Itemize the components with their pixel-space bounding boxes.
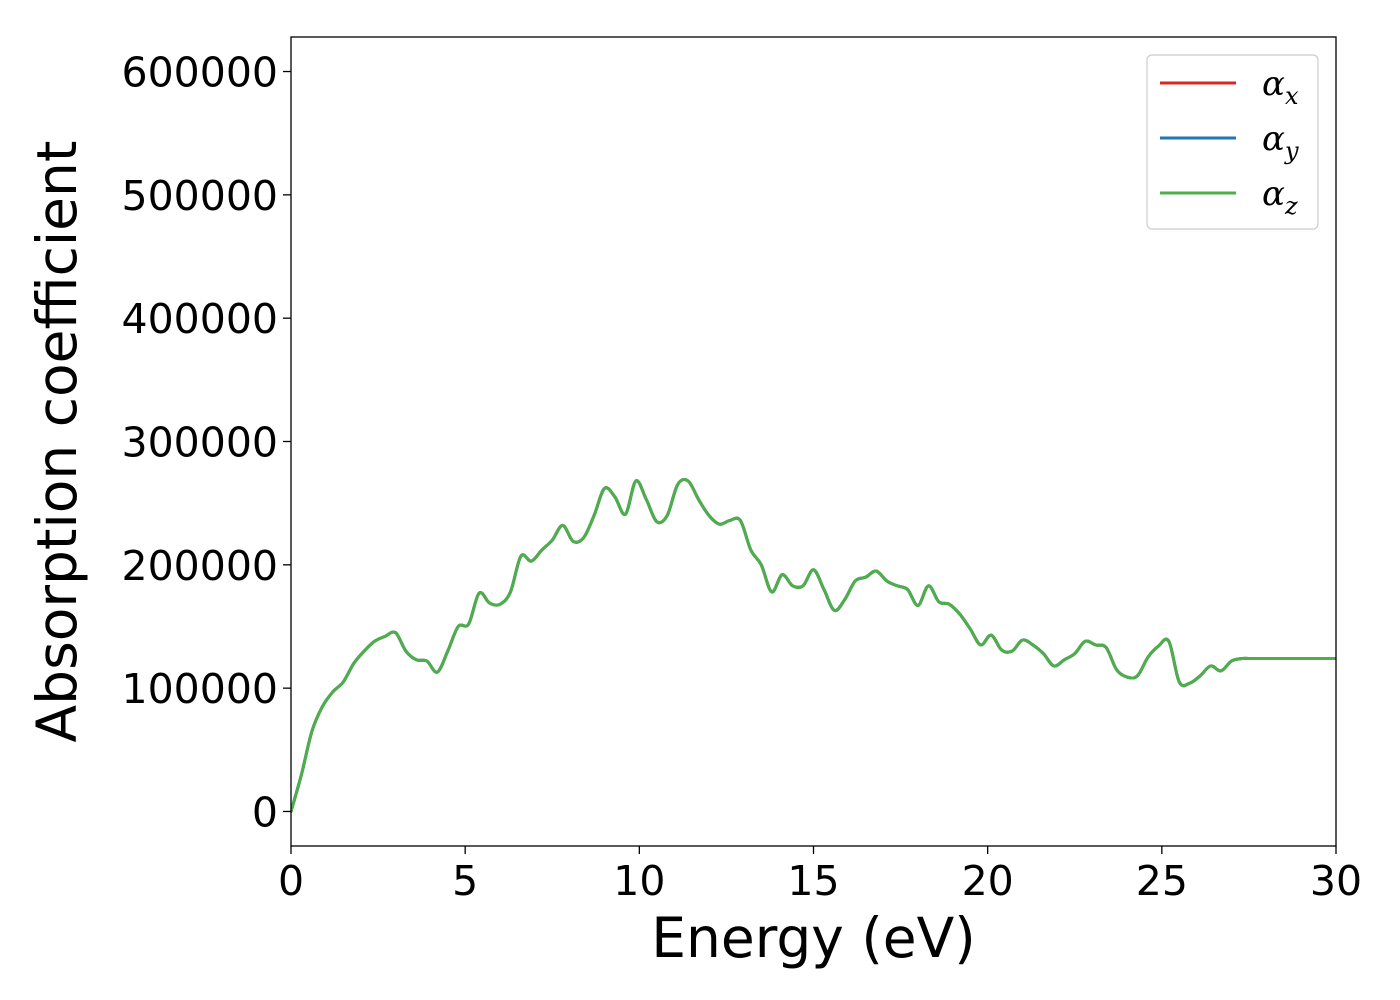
x-tick-label: 10	[613, 857, 665, 905]
legend-box	[1146, 54, 1319, 230]
y-tick-label: 0	[252, 788, 278, 836]
legend-entry-z: αz	[1262, 174, 1298, 220]
x-axis: 0 5 10 15 20 25 30	[278, 846, 1362, 905]
series-lines	[291, 478, 1336, 813]
y-tick-label: 200000	[121, 542, 278, 590]
legend-subscript: x	[1285, 82, 1299, 110]
y-tick-label: 100000	[121, 665, 278, 713]
legend-symbol: α	[1262, 64, 1285, 104]
legend-subscript: z	[1284, 192, 1298, 220]
y-tick-label: 600000	[121, 49, 278, 97]
x-axis-title: Energy (eV)	[651, 906, 975, 970]
x-tick-label: 25	[1136, 857, 1188, 905]
y-tick-label: 500000	[121, 172, 278, 220]
legend-symbol: α	[1262, 119, 1285, 159]
series-line-z	[291, 478, 1336, 813]
y-axis-title: Absorption coefficient	[25, 141, 89, 743]
legend-symbol: α	[1262, 174, 1285, 214]
legend-subscript: y	[1284, 137, 1299, 165]
x-tick-label: 15	[787, 857, 839, 905]
legend-entry-y: αy	[1262, 119, 1299, 165]
x-tick-label: 0	[278, 857, 304, 905]
y-tick-label: 400000	[121, 295, 278, 343]
legend-entry-x: αx	[1262, 64, 1299, 110]
x-tick-label: 5	[452, 857, 478, 905]
x-tick-label: 30	[1310, 857, 1362, 905]
x-tick-label: 20	[962, 857, 1014, 905]
y-axis: 0 100000 200000 300000 400000 500000 600000	[121, 49, 291, 836]
y-tick-label: 300000	[121, 419, 278, 467]
